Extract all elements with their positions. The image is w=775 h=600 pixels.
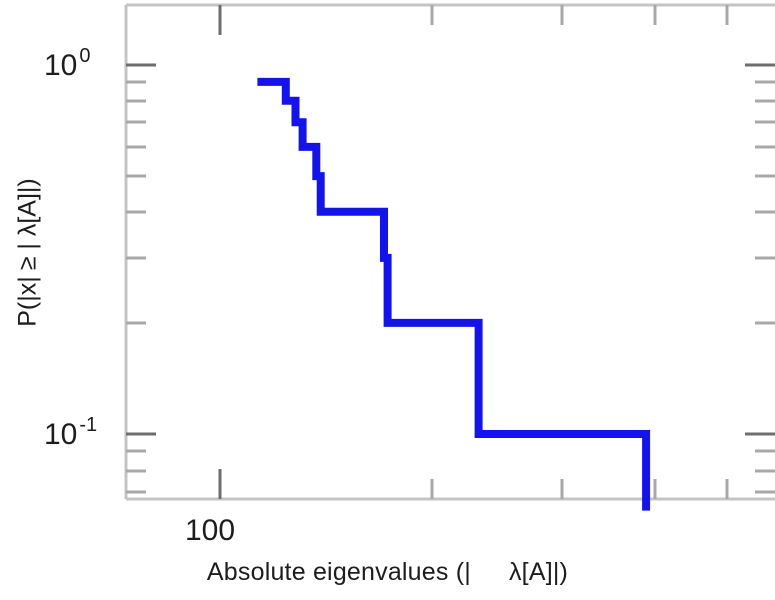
y-axis-title-prefix: P(|x| [13,276,42,327]
axes-frame [124,3,775,501]
ccdf-step-line [257,77,651,511]
x-axis-title: Absolute eigenvalues (| λ[A]|) [0,558,775,587]
y-axis-tick-label-1e-1: 10 -1 [44,414,98,451]
x-axis-tick-label-100: 100 [185,514,236,547]
y-minor-ticks [126,80,775,494]
y-axis-tick-label-1e0: 10 0 [44,45,91,82]
y-major-ticks [126,63,775,436]
x-axis-title-prefix: Absolute eigenvalues (| [206,558,471,586]
y-axis-title-symbol: ≥ | λ[A]|) [13,178,42,271]
x-axis-title-symbol: λ[A]|) [508,558,569,586]
x-minor-ticks [430,5,729,499]
y-axis-title: P(|x| ≥ | λ[A]|) [14,43,43,463]
